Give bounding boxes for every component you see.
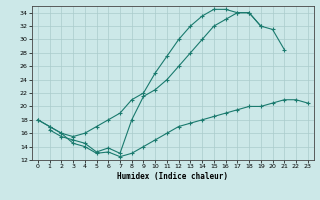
X-axis label: Humidex (Indice chaleur): Humidex (Indice chaleur): [117, 172, 228, 181]
